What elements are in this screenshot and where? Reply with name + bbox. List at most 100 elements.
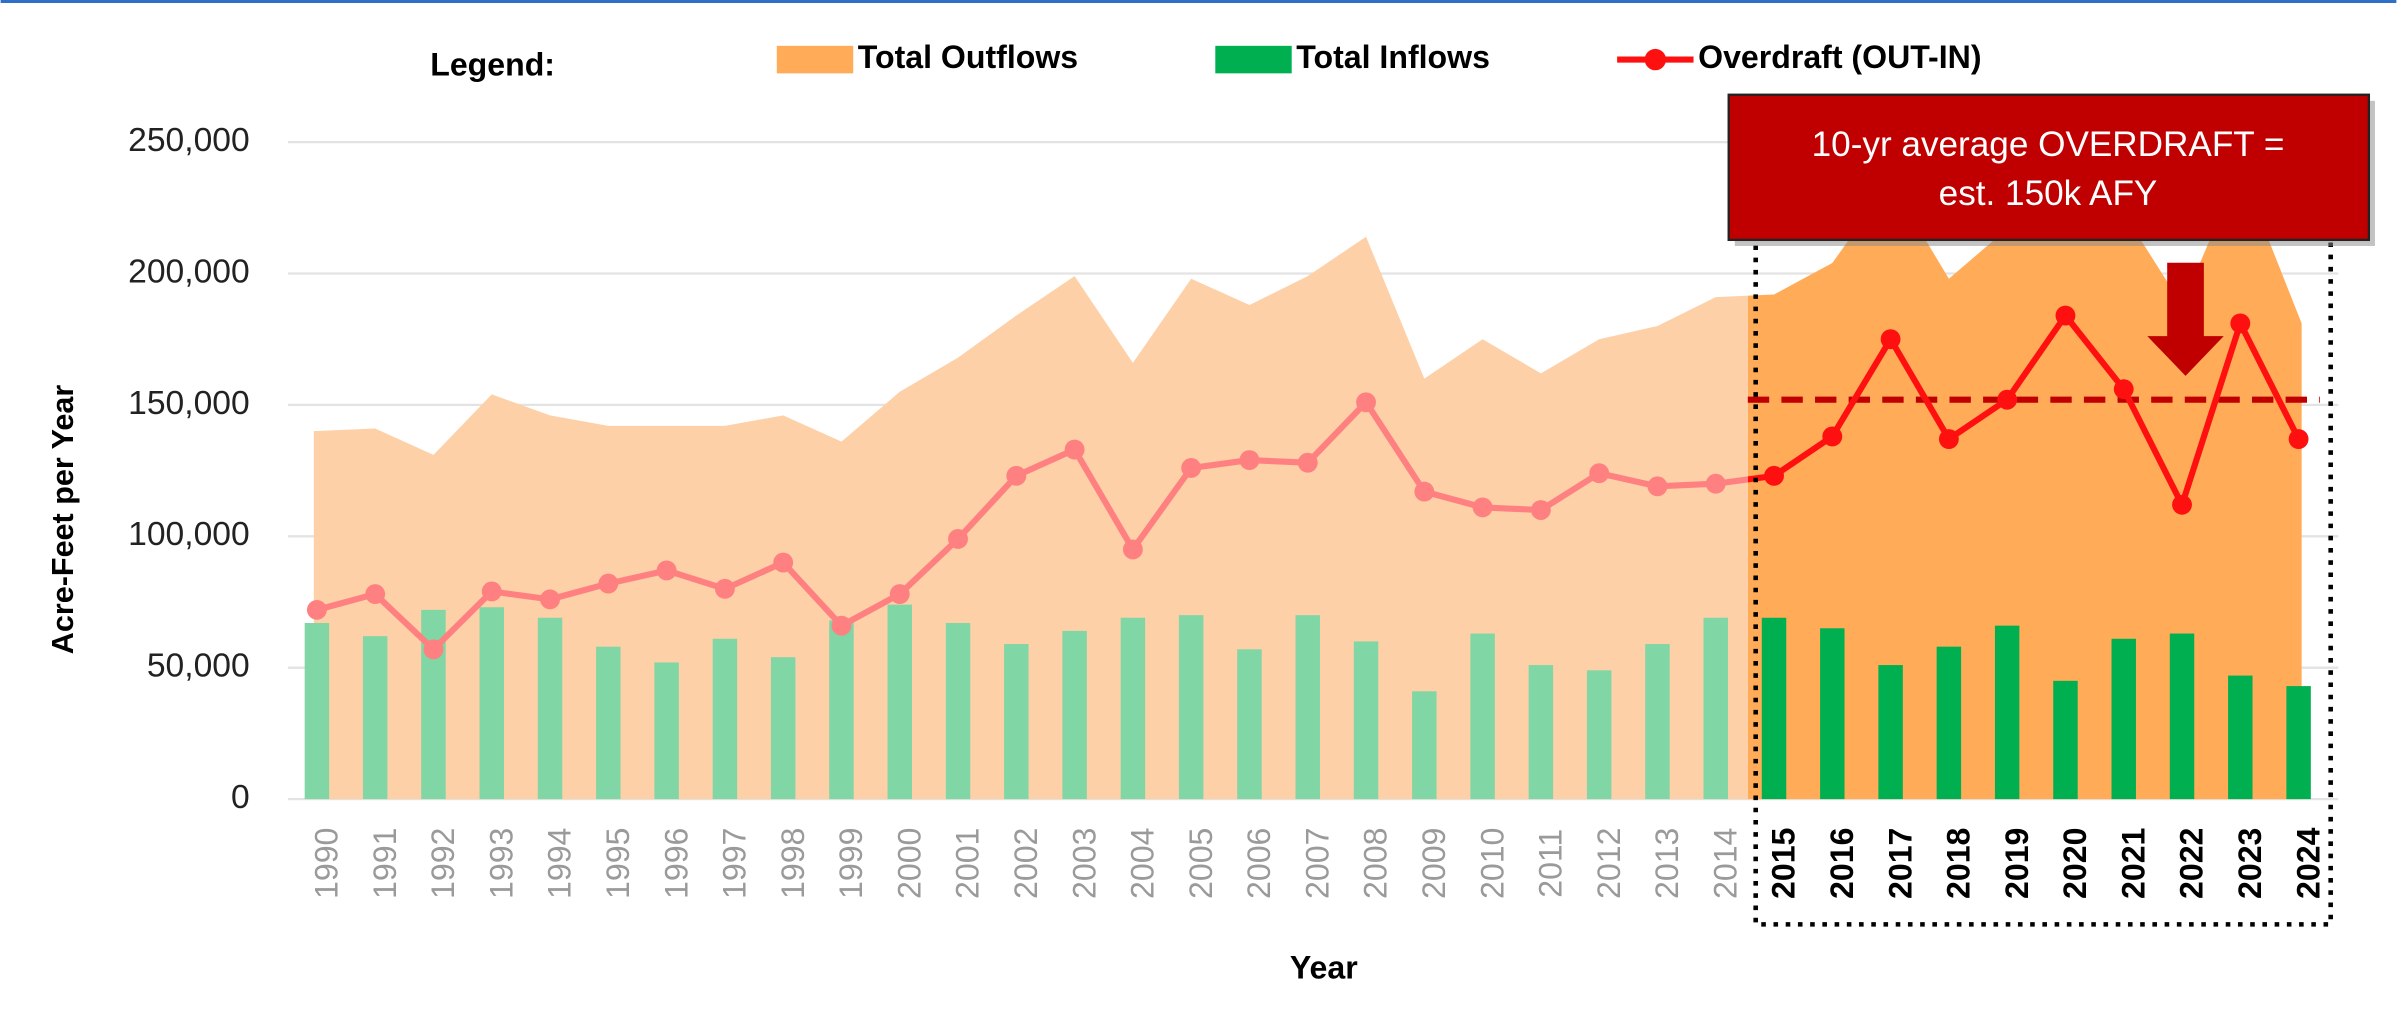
line-marker bbox=[306, 599, 327, 620]
line-marker bbox=[1589, 463, 1610, 484]
bar bbox=[596, 646, 621, 800]
line-marker bbox=[831, 615, 852, 636]
line-marker bbox=[1064, 439, 1085, 460]
legend-swatch bbox=[1215, 45, 1292, 74]
y-tick-label: 150,000 bbox=[128, 385, 250, 422]
x-tick-label: 1999 bbox=[833, 828, 869, 899]
line-marker bbox=[598, 573, 619, 594]
line-marker bbox=[1822, 426, 1843, 447]
bar bbox=[654, 662, 679, 800]
annotation-box bbox=[1727, 93, 2371, 242]
bar bbox=[304, 623, 330, 800]
x-tick-label: 2000 bbox=[891, 828, 927, 899]
x-tick-label: 1995 bbox=[600, 828, 636, 899]
x-tick-label: 1991 bbox=[367, 828, 403, 899]
x-tick-label: 2016 bbox=[1824, 828, 1860, 899]
y-tick-label: 250,000 bbox=[128, 122, 250, 159]
bar bbox=[1295, 615, 1320, 800]
x-tick-label: 2019 bbox=[1999, 828, 2035, 899]
x-tick-label: 2018 bbox=[1941, 828, 1977, 899]
x-axis-title: Year bbox=[1290, 950, 1358, 986]
line-marker bbox=[1997, 389, 2018, 410]
bar bbox=[770, 657, 796, 800]
x-tick-label: 2010 bbox=[1474, 828, 1510, 899]
legend-swatch-marker bbox=[1644, 48, 1667, 71]
line-marker bbox=[1938, 429, 1959, 449]
x-tick-label: 2020 bbox=[2057, 828, 2093, 899]
annotation-arrow bbox=[2147, 262, 2224, 376]
line-marker bbox=[948, 528, 968, 549]
line-marker bbox=[2288, 429, 2309, 449]
x-tick-label: 2015 bbox=[1766, 828, 1802, 899]
highlight-box bbox=[1753, 203, 2333, 927]
bar bbox=[2169, 633, 2195, 800]
x-tick-label: 1990 bbox=[309, 828, 345, 899]
bar bbox=[1994, 625, 2020, 800]
legend-label: Total Inflows bbox=[1296, 39, 1490, 75]
bar bbox=[362, 636, 388, 800]
y-tick-label: 0 bbox=[231, 779, 250, 816]
x-tick-label: 2001 bbox=[950, 828, 986, 899]
bar bbox=[2053, 680, 2078, 800]
bar bbox=[887, 604, 912, 800]
line-marker bbox=[2172, 494, 2192, 515]
line-marker bbox=[1472, 497, 1493, 518]
line-marker bbox=[1239, 450, 1260, 471]
line-marker bbox=[656, 560, 677, 581]
x-tick-label: 2004 bbox=[1125, 828, 1161, 899]
bar bbox=[1586, 670, 1612, 800]
line-marker bbox=[423, 639, 444, 660]
bar bbox=[1761, 617, 1787, 800]
line-marker bbox=[1122, 539, 1143, 560]
line-marker bbox=[2230, 313, 2251, 334]
line-marker bbox=[540, 589, 560, 610]
x-tick-label: 2014 bbox=[1707, 828, 1743, 899]
x-tick-label: 2021 bbox=[2115, 828, 2151, 899]
legend-title: Legend: bbox=[430, 47, 555, 83]
y-tick-label: 50,000 bbox=[147, 648, 250, 685]
bar bbox=[1528, 665, 1554, 800]
line-marker bbox=[1006, 465, 1027, 486]
line-marker bbox=[2055, 305, 2076, 326]
line-marker bbox=[1181, 458, 1202, 478]
bar bbox=[1470, 633, 1495, 800]
bar bbox=[2111, 638, 2136, 800]
legend-label: Total Outflows bbox=[858, 39, 1078, 75]
x-tick-label: 2023 bbox=[2232, 828, 2268, 899]
bar bbox=[712, 638, 738, 800]
legend-label: Overdraft (OUT-IN) bbox=[1698, 39, 1981, 75]
bar bbox=[537, 617, 563, 800]
annotation-text: est. 150k AFY bbox=[1939, 174, 2158, 213]
line-marker bbox=[714, 578, 735, 599]
line-marker bbox=[1297, 452, 1318, 473]
line-marker bbox=[2113, 379, 2134, 400]
x-tick-label: 2008 bbox=[1358, 828, 1394, 899]
bar bbox=[2228, 675, 2253, 800]
y-axis-title: Acre-Feet per Year bbox=[46, 385, 80, 655]
annotation-text: 10-yr average OVERDRAFT = bbox=[1812, 125, 2285, 164]
line-marker bbox=[1356, 392, 1376, 413]
line-marker bbox=[1530, 500, 1551, 520]
line-marker bbox=[889, 584, 910, 605]
line-marker bbox=[365, 584, 386, 605]
x-tick-label: 2012 bbox=[1591, 828, 1627, 899]
bar bbox=[1412, 691, 1437, 800]
bar bbox=[1936, 646, 1962, 800]
area bbox=[313, 155, 2302, 800]
x-tick-label: 1993 bbox=[483, 828, 519, 899]
line-marker bbox=[1414, 481, 1435, 502]
x-tick-label: 2009 bbox=[1416, 828, 1452, 899]
line-marker bbox=[1705, 473, 1726, 494]
bar bbox=[1820, 628, 1845, 800]
x-tick-label: 2006 bbox=[1241, 828, 1277, 899]
line-marker bbox=[481, 581, 502, 602]
x-tick-label: 2002 bbox=[1008, 828, 1044, 899]
x-tick-label: 1997 bbox=[717, 828, 753, 899]
x-tick-label: 2003 bbox=[1066, 828, 1102, 899]
bar bbox=[1062, 630, 1087, 800]
x-tick-label: 2007 bbox=[1299, 828, 1335, 899]
bar bbox=[1004, 644, 1029, 800]
bar bbox=[1645, 644, 1670, 800]
x-tick-label: 2017 bbox=[1882, 828, 1918, 899]
